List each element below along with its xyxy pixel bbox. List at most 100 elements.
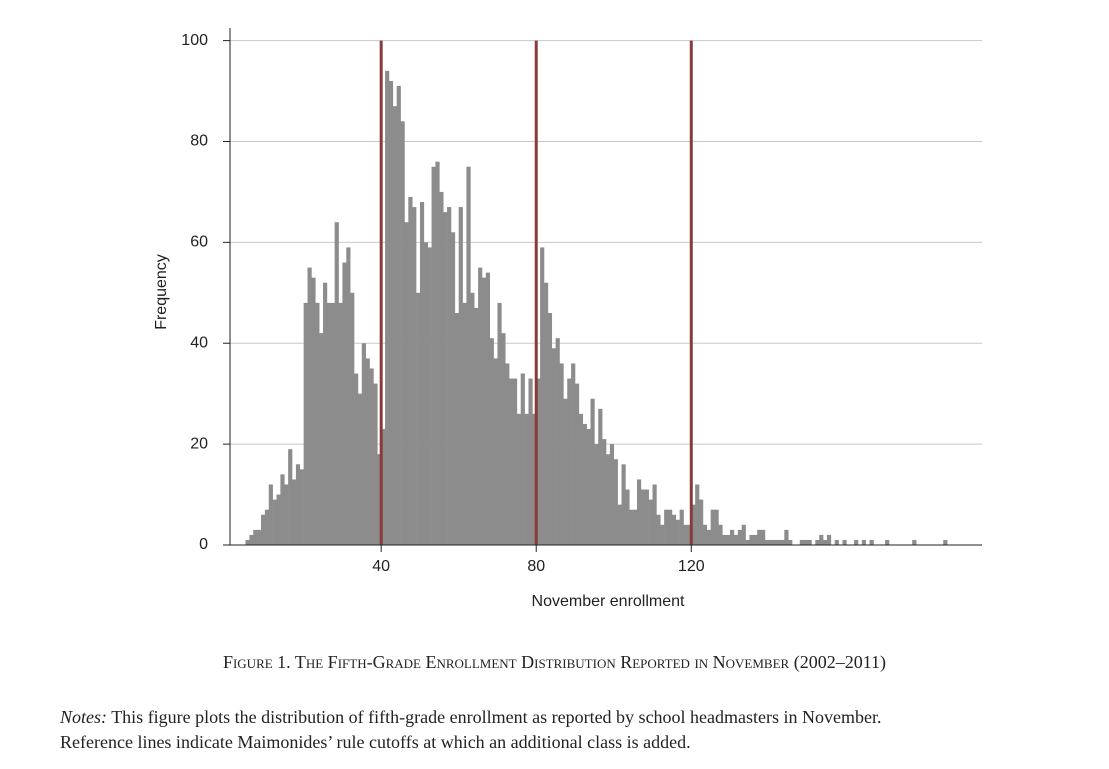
bar [408, 196, 413, 545]
bar [454, 312, 460, 545]
bar [574, 383, 580, 545]
bar [528, 378, 533, 545]
bar [253, 529, 258, 545]
bar [834, 539, 839, 545]
bar [637, 479, 642, 545]
bar [633, 509, 638, 545]
bar [509, 378, 514, 545]
bar [435, 161, 440, 545]
bar [768, 539, 773, 545]
bar [295, 464, 301, 545]
bar [303, 302, 308, 545]
bar [547, 312, 553, 545]
bar [714, 509, 719, 545]
bar [644, 489, 649, 545]
y-tick-label: 40 [190, 334, 208, 351]
bar [629, 509, 634, 545]
bar [474, 307, 479, 545]
bar [481, 277, 487, 545]
bar [699, 499, 704, 545]
bar [602, 439, 607, 545]
bar [823, 539, 828, 545]
bar [346, 247, 351, 545]
bar [912, 539, 917, 545]
bar [761, 529, 766, 545]
bar [412, 207, 417, 545]
bar [361, 343, 366, 545]
bar [377, 454, 382, 545]
bar [478, 267, 483, 545]
y-axis-label: Frequency [153, 254, 170, 330]
bar [323, 282, 328, 545]
bar [326, 302, 332, 545]
bar [695, 484, 700, 545]
y-tick-label: 80 [190, 133, 208, 150]
bar [245, 539, 250, 545]
bar [555, 338, 560, 545]
bar [869, 539, 874, 545]
figure-caption: Figure 1. The Fifth-Grade Enrollment Dis… [222, 652, 887, 672]
bar [505, 363, 510, 545]
bar [598, 408, 603, 545]
bar [404, 222, 409, 545]
bar [257, 529, 262, 545]
bar [687, 524, 692, 545]
bar [365, 358, 370, 545]
bar [621, 464, 626, 545]
bar [803, 539, 808, 545]
bar [710, 509, 715, 545]
bar [683, 524, 688, 545]
bar [726, 534, 731, 545]
bar [423, 242, 428, 546]
chart: Frequency November enrollment 0 20 40 60 80 1… [153, 28, 982, 610]
bar [590, 398, 595, 545]
bar [319, 333, 324, 545]
bar [706, 529, 711, 545]
bar [586, 428, 591, 545]
bar [799, 539, 804, 545]
bar [764, 539, 770, 545]
bar [431, 166, 436, 545]
bar [439, 191, 444, 546]
bar [571, 363, 576, 545]
bar [540, 247, 545, 545]
bar [702, 524, 708, 545]
bar [532, 413, 537, 545]
bar [261, 514, 266, 545]
bar [617, 504, 622, 545]
bar [826, 534, 832, 545]
bar [443, 212, 448, 546]
bar [497, 302, 502, 545]
bar [578, 413, 584, 545]
bar [594, 444, 599, 545]
bar [551, 348, 556, 545]
bar [470, 292, 475, 545]
bar [606, 454, 611, 545]
bar [357, 393, 363, 545]
bar [485, 272, 491, 545]
notes-label: Notes: [60, 707, 107, 727]
bar [334, 222, 339, 545]
bar [512, 378, 518, 545]
bar [656, 514, 661, 545]
bar [338, 302, 343, 545]
bar [284, 484, 289, 545]
bar [272, 499, 277, 545]
bar [392, 106, 397, 546]
bar [400, 121, 405, 545]
bar [307, 267, 312, 545]
bar [385, 70, 390, 545]
bar [784, 529, 789, 545]
bar [311, 277, 316, 545]
bar [419, 202, 425, 545]
bar [427, 247, 432, 545]
bar [854, 539, 859, 545]
bar [745, 539, 750, 545]
bar [718, 524, 723, 545]
bar [730, 529, 735, 545]
bar [772, 539, 777, 545]
bar [388, 80, 394, 546]
bar [292, 479, 297, 545]
bar [780, 539, 785, 545]
notes-line: Notes: This figure plots the distributio… [60, 705, 882, 730]
